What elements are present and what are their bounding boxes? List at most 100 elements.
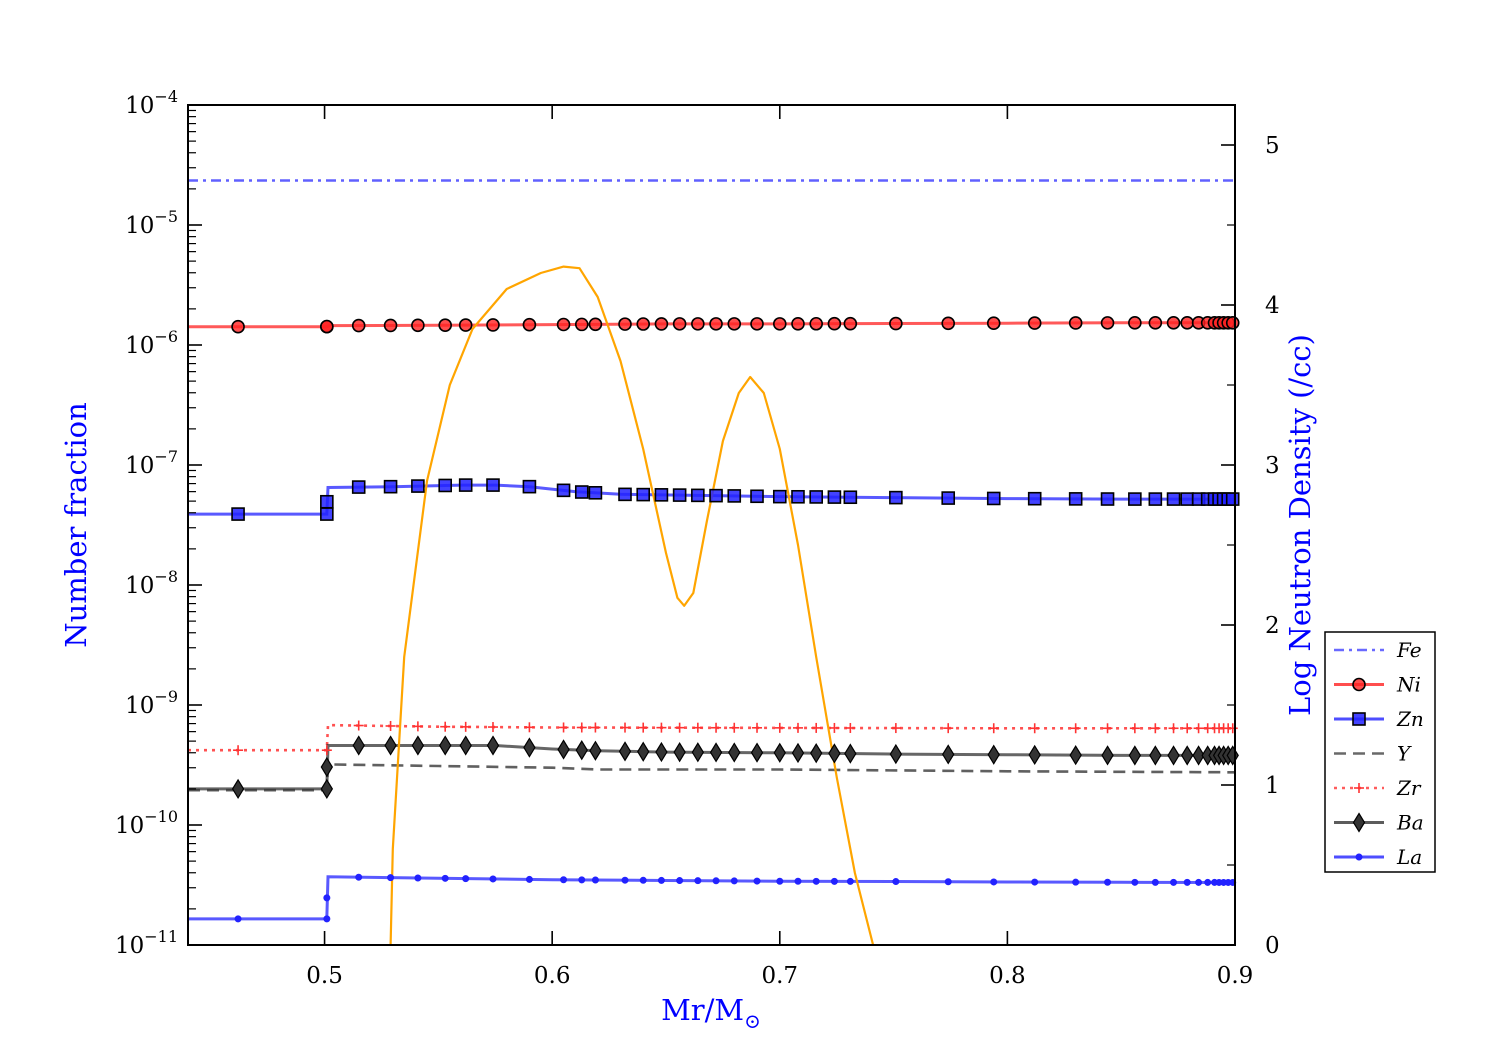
marker-ba [459, 735, 472, 756]
legend-label-zr: Zr [1396, 776, 1422, 800]
marker-ba [844, 743, 857, 764]
series-line-zn [188, 483, 1235, 516]
y-left-tick-label: 10−11 [115, 927, 178, 959]
marker-la [830, 877, 838, 885]
legend-marker-zr [1354, 783, 1364, 793]
marker-ba [438, 735, 452, 756]
x-tick-label: 0.5 [306, 963, 343, 989]
marker-ni [438, 318, 452, 333]
marker-zr [729, 722, 740, 733]
marker-zn [411, 479, 425, 493]
marker-ni [750, 317, 764, 331]
marker-zn [1027, 491, 1042, 506]
marker-zr [558, 722, 569, 733]
legend-marker-la [1355, 853, 1363, 861]
marker-ba [1192, 745, 1205, 766]
marker-ni [458, 318, 473, 332]
marker-la [1195, 878, 1203, 886]
marker-zn [827, 490, 842, 504]
marker-zn [486, 478, 500, 492]
marker-la [1072, 878, 1080, 886]
marker-ni [809, 316, 824, 331]
marker-ba [889, 743, 903, 765]
marker-zn [709, 488, 723, 503]
marker-ba [942, 744, 955, 765]
marker-ni [486, 318, 500, 332]
x-tick-label: 0.7 [761, 963, 798, 989]
marker-ba [320, 778, 334, 800]
marker-la [712, 877, 720, 885]
marker-la [1170, 878, 1178, 886]
series-line-la [188, 875, 1235, 921]
marker-ba [1149, 745, 1162, 766]
x-axis-title-subscript: ⊙ [744, 1009, 761, 1033]
marker-zn [889, 490, 903, 505]
marker-ba [557, 739, 570, 760]
y-left-tick-label: 10−7 [125, 447, 178, 479]
series-layer [188, 179, 1235, 945]
marker-zr [353, 720, 364, 731]
marker-ni [791, 317, 805, 331]
marker-ni [636, 317, 651, 331]
legend-marker-ni [1352, 677, 1366, 692]
y-axis-title-left: Number fraction [59, 402, 93, 648]
marker-la [1031, 878, 1039, 886]
marker-ba [384, 735, 397, 756]
y-left-tick-label: 10−10 [115, 807, 178, 839]
marker-ni [843, 316, 858, 331]
marker-zn [1068, 492, 1083, 506]
tick-layer [188, 104, 1236, 946]
marker-zn [654, 488, 669, 502]
marker-la [990, 878, 998, 886]
marker-la [1183, 878, 1191, 886]
marker-zr [590, 722, 601, 733]
marker-zn [1180, 492, 1195, 506]
marker-zr [1150, 723, 1161, 734]
marker-zn [691, 488, 705, 503]
marker-zn [1100, 492, 1115, 506]
x-tick-label: 0.6 [534, 963, 571, 989]
marker-zr [576, 722, 587, 733]
marker-zn [618, 487, 632, 502]
legend-label-ni: Ni [1396, 673, 1421, 697]
marker-ni [709, 317, 723, 331]
marker-zr [811, 722, 822, 733]
legend-item-zn: Zn [1334, 707, 1424, 731]
marker-zn [588, 486, 603, 500]
marker-la [794, 877, 802, 885]
marker-la [489, 875, 497, 883]
marker-la [812, 877, 820, 885]
marker-la [355, 873, 363, 881]
marker-zn [843, 490, 858, 505]
marker-ba [828, 743, 841, 764]
marker-ni [986, 316, 1001, 331]
marker-ba [1180, 745, 1194, 766]
marker-zn [556, 483, 571, 498]
y-axis-title-right: Log Neutron Density (/cc) [1283, 334, 1317, 716]
legend-marker-zn [1352, 712, 1366, 726]
y-right-tick-label: 1 [1265, 773, 1280, 799]
marker-ba [750, 742, 764, 763]
marker-la [694, 877, 702, 885]
marker-zn [320, 494, 334, 509]
marker-zr [674, 722, 685, 733]
marker-ba [523, 737, 536, 758]
y-right-tick-label: 5 [1265, 133, 1280, 159]
marker-zr [845, 722, 856, 733]
y-left-tick-label: 10−4 [125, 87, 178, 119]
marker-zr [1129, 723, 1140, 734]
marker-ba [320, 756, 334, 778]
marker-zr [1070, 723, 1081, 734]
legend-box [1324, 631, 1436, 873]
marker-la [1151, 878, 1159, 886]
marker-zr [656, 722, 667, 733]
neutron-density-line [389, 265, 875, 945]
marker-la [441, 874, 449, 882]
marker-ba [575, 740, 588, 761]
marker-zn [438, 478, 452, 493]
marker-zr [412, 721, 423, 732]
marker-zn [458, 478, 473, 492]
marker-zr [321, 745, 332, 756]
marker-la [639, 876, 647, 884]
marker-zn [320, 507, 334, 521]
